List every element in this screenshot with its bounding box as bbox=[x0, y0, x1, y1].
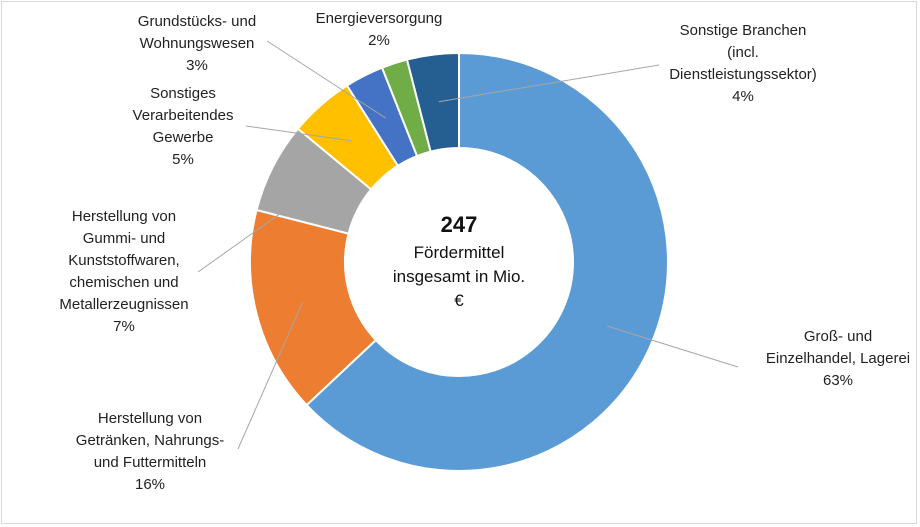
slice-value-label: 7% bbox=[113, 318, 135, 335]
slice-category-label: Herstellung von bbox=[72, 208, 176, 225]
slice-value-label: 4% bbox=[732, 88, 754, 105]
slice-label-0: Groß- und Einzelhandel, Lagerei 63% bbox=[766, 328, 910, 389]
slice-category-label: Einzelhandel, Lagerei bbox=[766, 350, 910, 367]
slice-6 bbox=[405, 51, 460, 153]
slice-value-label: 63% bbox=[823, 372, 853, 389]
slice-label-5: Energieversorgung 2% bbox=[316, 10, 443, 49]
slice-category-label: Wohnungswesen bbox=[140, 35, 255, 52]
slice-label-1: Herstellung von Getränken, Nahrungs-und F… bbox=[76, 410, 224, 493]
slice-category-label: chemischen und bbox=[69, 274, 178, 291]
slice-category-label: und Futtermitteln bbox=[94, 454, 207, 471]
slice-category-label: Gewerbe bbox=[153, 129, 214, 146]
center-line-3: € bbox=[454, 291, 464, 310]
slice-category-label: (incl. bbox=[727, 44, 759, 61]
slice-value-label: 5% bbox=[172, 151, 194, 168]
slices-group bbox=[249, 51, 669, 472]
leader-line-4 bbox=[266, 40, 386, 119]
leader-line-6 bbox=[438, 64, 660, 103]
slice-value-label: 2% bbox=[368, 32, 390, 49]
slice-category-label: Sonstige Branchen bbox=[680, 22, 807, 39]
center-label: 247 Fördermittel insgesamt in Mio. € bbox=[393, 212, 525, 310]
slice-category-label: Herstellung von bbox=[98, 410, 202, 427]
slice-category-label: Groß- und bbox=[804, 328, 872, 345]
center-line-1: Fördermittel bbox=[414, 243, 505, 262]
center-line-2: insgesamt in Mio. bbox=[393, 267, 525, 286]
slice-category-label: Verarbeitendes bbox=[133, 107, 234, 124]
slice-label-2: Herstellung von Gummi- und Kunststoffwaren… bbox=[59, 208, 188, 335]
slice-category-label: Grundstücks- und bbox=[138, 13, 256, 30]
leader-line-3 bbox=[245, 125, 353, 142]
slice-value-label: 3% bbox=[186, 57, 208, 74]
slice-category-label: Dienstleistungssektor) bbox=[669, 66, 817, 83]
slice-category-label: Energieversorgung bbox=[316, 10, 443, 27]
slice-category-label: Metallerzeugnissen bbox=[59, 296, 188, 313]
slice-0 bbox=[305, 51, 669, 472]
leader-lines-group bbox=[197, 40, 739, 450]
slice-label-6: Sonstige Branchen (incl. Dienstleistungsse… bbox=[669, 22, 817, 105]
labels-group: Groß- und Einzelhandel, Lagerei 63% Herstel… bbox=[59, 10, 910, 493]
leader-line-2 bbox=[197, 188, 316, 273]
slice-category-label: Kunststoffwaren, bbox=[68, 252, 179, 269]
slice-category-label: Getränken, Nahrungs- bbox=[76, 432, 224, 449]
slice-value-label: 16% bbox=[135, 476, 165, 493]
center-total: 247 bbox=[441, 212, 478, 237]
slice-1 bbox=[249, 208, 378, 407]
slice-label-3: Sonstiges Verarbeitendes Gewerbe 5% bbox=[133, 85, 234, 168]
slice-category-label: Gummi- und bbox=[83, 230, 166, 247]
leader-line-1 bbox=[237, 301, 304, 450]
slice-category-label: Sonstiges bbox=[150, 85, 216, 102]
leader-line-0 bbox=[607, 325, 739, 368]
slice-label-4: Grundstücks- und Wohnungswesen 3% bbox=[138, 13, 256, 74]
